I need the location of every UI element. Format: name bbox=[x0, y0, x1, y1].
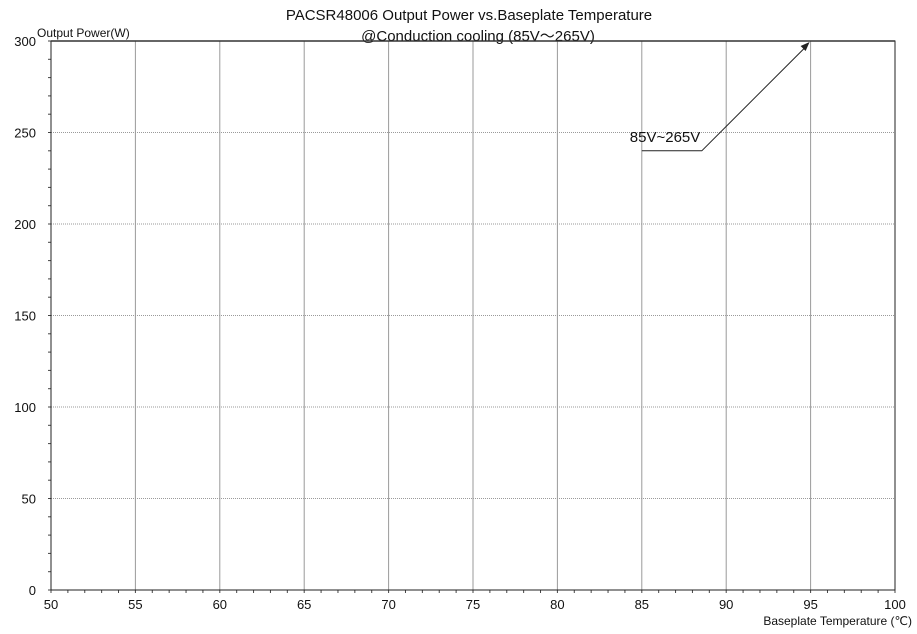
tick-labels: 50 55 60 65 70 75 80 85 90 95 100 0 50 100 150 200 250 30… bbox=[14, 34, 906, 612]
x-tick-label: 65 bbox=[297, 597, 311, 612]
y-tick-label: 0 bbox=[29, 583, 36, 598]
y-tick-label: 250 bbox=[14, 126, 36, 141]
annotation-arrowhead bbox=[800, 42, 810, 51]
x-axis-title: Baseplate Temperature (℃) bbox=[763, 614, 912, 628]
chart-title: PACSR48006 Output Power vs.Baseplate Tem… bbox=[286, 7, 652, 24]
x-tick-label: 90 bbox=[719, 597, 733, 612]
x-tick-label: 85 bbox=[635, 597, 649, 612]
y-tick-label: 50 bbox=[22, 492, 36, 507]
y-tick-label: 150 bbox=[14, 309, 36, 324]
chart-subtitle: @Conduction cooling (85V～265V) bbox=[361, 28, 595, 45]
x-tick-label: 70 bbox=[381, 597, 395, 612]
x-tick-label: 50 bbox=[44, 597, 58, 612]
annotations: 85V~265V bbox=[630, 42, 810, 152]
y-tick-label: 200 bbox=[14, 217, 36, 232]
annotation-leader-line bbox=[641, 46, 806, 152]
x-tick-label: 95 bbox=[803, 597, 817, 612]
y-tick-label: 100 bbox=[14, 400, 36, 415]
x-tick-label: 75 bbox=[466, 597, 480, 612]
y-tick-label: 300 bbox=[14, 34, 36, 49]
x-tick-label: 60 bbox=[213, 597, 227, 612]
y-axis-title: Output Power(W) bbox=[37, 26, 130, 40]
annotation-label: 85V~265V bbox=[630, 129, 700, 146]
x-tick-label: 80 bbox=[550, 597, 564, 612]
x-tick-label: 55 bbox=[128, 597, 142, 612]
grid-lines bbox=[51, 41, 895, 590]
x-tick-label: 100 bbox=[884, 597, 906, 612]
minor-ticks bbox=[48, 40, 896, 593]
